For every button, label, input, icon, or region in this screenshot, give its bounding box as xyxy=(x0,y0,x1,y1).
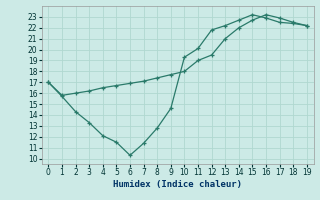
X-axis label: Humidex (Indice chaleur): Humidex (Indice chaleur) xyxy=(113,180,242,189)
